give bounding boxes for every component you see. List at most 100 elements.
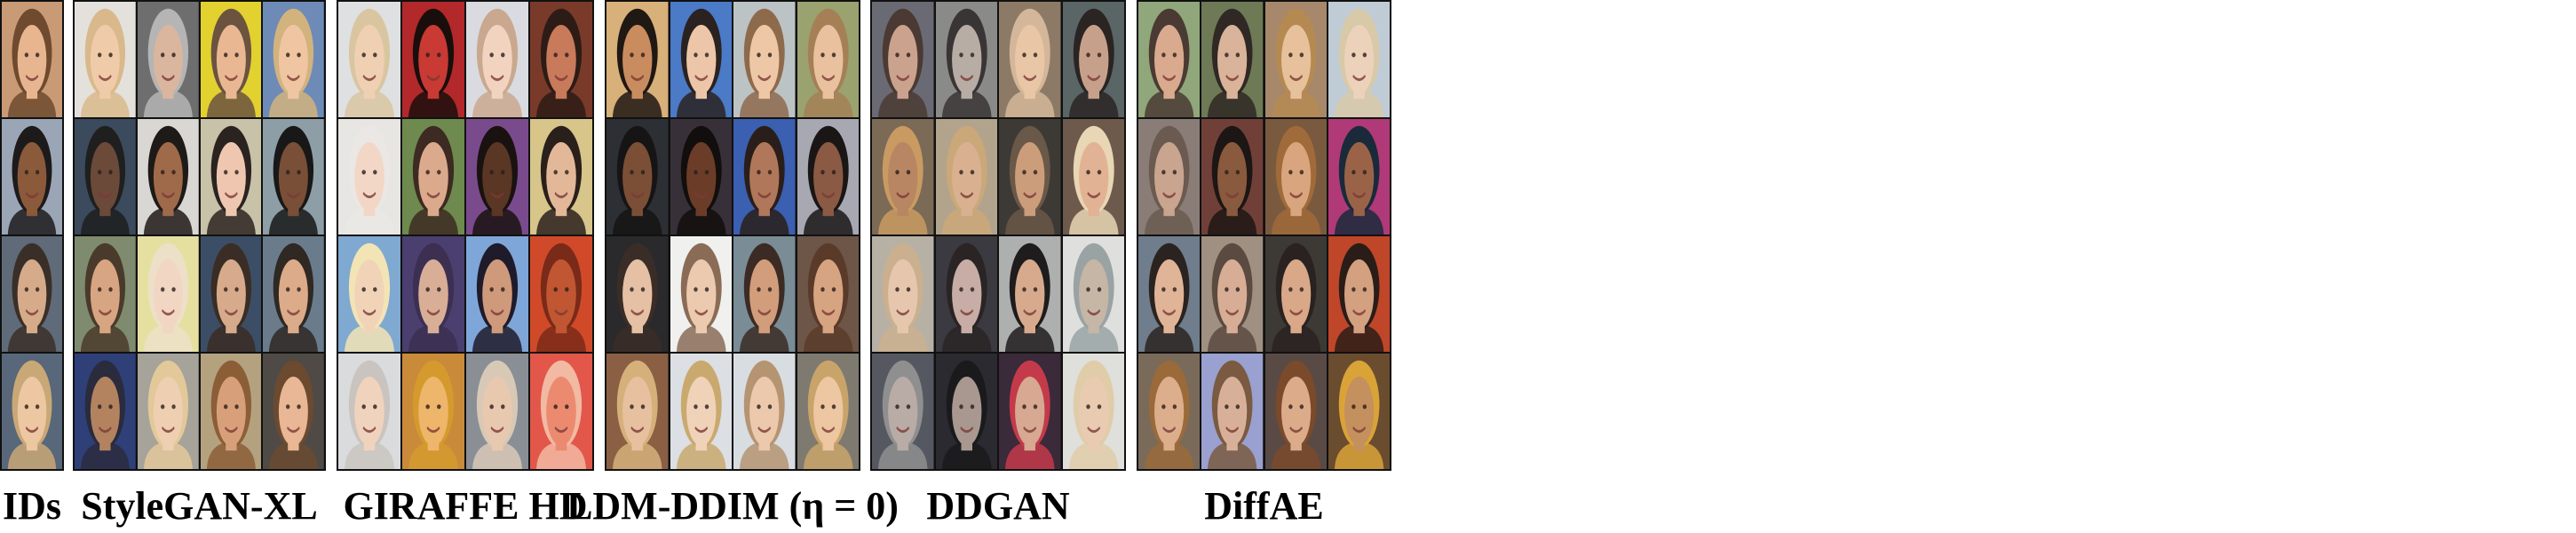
face-thumbnail — [1201, 354, 1264, 469]
face-image — [999, 354, 1061, 469]
ids-panel — [0, 0, 64, 471]
face-thumbnail — [137, 354, 199, 469]
face-thumbnail — [733, 2, 796, 117]
face-thumbnail — [2, 354, 62, 469]
face-image — [466, 236, 528, 352]
face-image — [935, 236, 997, 352]
face-thumbnail — [1201, 2, 1264, 117]
face-thumbnail — [402, 2, 464, 117]
face-thumbnail — [797, 2, 859, 117]
face-image — [1328, 2, 1390, 117]
face-thumbnail — [338, 2, 400, 117]
face-thumbnail — [1328, 2, 1390, 117]
face-thumbnail — [137, 2, 199, 117]
face-image — [2, 354, 62, 469]
face-thumbnail — [1328, 354, 1390, 469]
diffae-caption: DiffAE — [1204, 484, 1324, 528]
face-thumbnail — [1264, 236, 1327, 352]
face-image — [402, 2, 464, 117]
face-image — [999, 119, 1061, 235]
diffae-panel — [1137, 0, 1391, 471]
face-thumbnail — [263, 2, 324, 117]
face-image — [1138, 2, 1201, 117]
face-thumbnail — [670, 354, 732, 469]
face-image — [670, 236, 732, 352]
face-thumbnail — [606, 119, 669, 235]
face-image — [606, 2, 669, 117]
face-image — [733, 119, 796, 235]
giraffe-hd-panel — [337, 0, 594, 471]
ids-caption: IDs — [2, 484, 62, 528]
face-thumbnail — [75, 119, 136, 235]
face-image — [670, 119, 732, 235]
face-thumbnail — [75, 236, 136, 352]
face-image — [200, 2, 262, 117]
face-thumbnail — [530, 354, 592, 469]
face-thumbnail — [670, 119, 732, 235]
face-image — [1201, 236, 1264, 352]
face-image — [1201, 2, 1264, 117]
face-thumbnail — [466, 119, 528, 235]
face-thumbnail — [1138, 119, 1201, 235]
face-thumbnail — [1264, 119, 1327, 235]
face-thumbnail — [338, 354, 400, 469]
face-thumbnail — [1062, 2, 1124, 117]
face-image — [1328, 119, 1390, 235]
face-image — [999, 2, 1061, 117]
face-thumbnail — [530, 2, 592, 117]
face-image — [402, 236, 464, 352]
face-thumbnail — [797, 354, 859, 469]
face-image — [75, 236, 136, 352]
face-image — [935, 2, 997, 117]
face-image — [872, 119, 934, 235]
face-thumbnail — [733, 236, 796, 352]
face-thumbnail — [338, 236, 400, 352]
face-thumbnail — [606, 2, 669, 117]
face-image — [137, 236, 199, 352]
face-thumbnail — [1328, 119, 1390, 235]
face-image — [530, 2, 592, 117]
face-thumbnail — [466, 236, 528, 352]
face-thumbnail — [75, 354, 136, 469]
face-thumbnail — [200, 354, 262, 469]
face-image — [935, 354, 997, 469]
face-image — [1328, 354, 1390, 469]
face-image — [263, 354, 324, 469]
face-image — [2, 119, 62, 235]
face-thumbnail — [872, 236, 934, 352]
face-thumbnail — [670, 2, 732, 117]
face-image — [263, 236, 324, 352]
face-thumbnail — [1062, 119, 1124, 235]
face-thumbnail — [200, 2, 262, 117]
face-image — [338, 236, 400, 352]
ldm-ddim-panel — [605, 0, 860, 471]
face-thumbnail — [402, 119, 464, 235]
face-image — [402, 119, 464, 235]
face-image — [797, 236, 859, 352]
face-thumbnail — [797, 119, 859, 235]
face-image — [797, 354, 859, 469]
face-thumbnail — [999, 119, 1061, 235]
face-image — [263, 2, 324, 117]
face-thumbnail — [1328, 236, 1390, 352]
face-thumbnail — [402, 354, 464, 469]
face-image — [466, 119, 528, 235]
face-image — [606, 354, 669, 469]
face-thumbnail — [999, 2, 1061, 117]
face-image — [1264, 236, 1327, 352]
face-thumbnail — [75, 2, 136, 117]
face-image — [1062, 354, 1124, 469]
face-thumbnail — [137, 236, 199, 352]
face-thumbnail — [1138, 236, 1201, 352]
face-thumbnail — [1062, 354, 1124, 469]
face-image — [1264, 2, 1327, 117]
face-image — [530, 119, 592, 235]
face-image — [530, 354, 592, 469]
face-thumbnail — [999, 236, 1061, 352]
face-image — [1138, 119, 1201, 235]
face-thumbnail — [999, 354, 1061, 469]
face-thumbnail — [872, 354, 934, 469]
face-thumbnail — [338, 119, 400, 235]
face-thumbnail — [733, 119, 796, 235]
face-image — [1062, 236, 1124, 352]
